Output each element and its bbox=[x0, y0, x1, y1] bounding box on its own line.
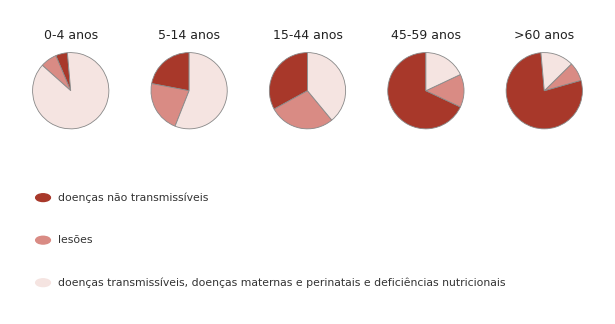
Title: 0-4 anos: 0-4 anos bbox=[44, 29, 98, 42]
Text: doenças transmissíveis, doenças maternas e perinatais e deficiências nutricionai: doenças transmissíveis, doenças maternas… bbox=[58, 277, 506, 288]
Title: 45-59 anos: 45-59 anos bbox=[391, 29, 461, 42]
Wedge shape bbox=[308, 52, 346, 120]
Wedge shape bbox=[506, 53, 582, 129]
Title: 5-14 anos: 5-14 anos bbox=[158, 29, 220, 42]
Text: lesões: lesões bbox=[58, 235, 93, 245]
Wedge shape bbox=[426, 52, 461, 91]
Wedge shape bbox=[274, 91, 332, 129]
Wedge shape bbox=[33, 52, 109, 129]
Wedge shape bbox=[388, 52, 461, 129]
Wedge shape bbox=[151, 84, 189, 126]
Wedge shape bbox=[175, 52, 227, 129]
Wedge shape bbox=[56, 53, 71, 91]
Title: 15-44 anos: 15-44 anos bbox=[272, 29, 343, 42]
Wedge shape bbox=[152, 52, 189, 91]
Wedge shape bbox=[426, 75, 464, 107]
Wedge shape bbox=[269, 52, 308, 109]
Wedge shape bbox=[42, 56, 71, 91]
Text: doenças não transmissíveis: doenças não transmissíveis bbox=[58, 192, 209, 203]
Wedge shape bbox=[541, 52, 571, 91]
Wedge shape bbox=[544, 64, 581, 91]
Title: >60 anos: >60 anos bbox=[514, 29, 574, 42]
